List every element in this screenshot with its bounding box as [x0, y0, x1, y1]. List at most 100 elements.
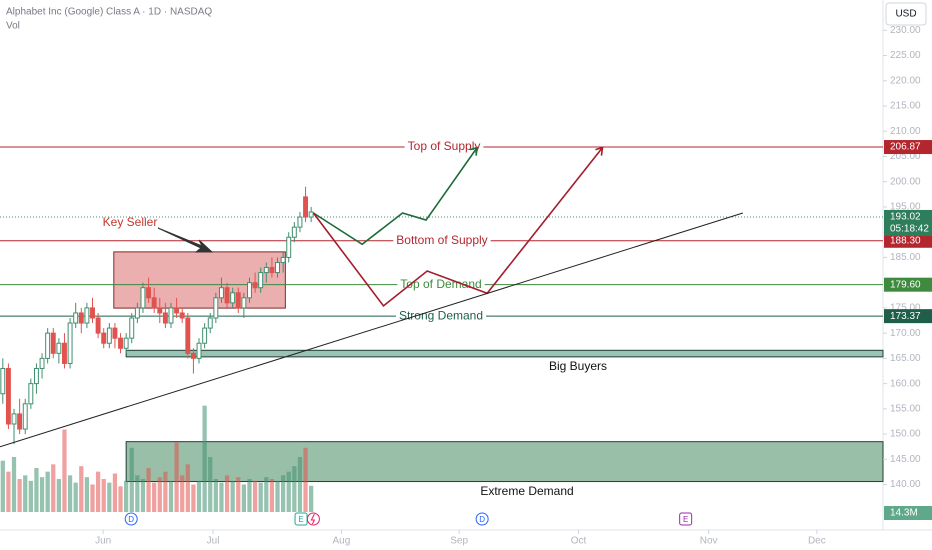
event-badge	[124, 512, 138, 526]
candle-body	[213, 297, 219, 319]
x-tick-label: Aug	[333, 536, 351, 547]
volume-bar	[146, 468, 151, 512]
candle-body	[235, 292, 241, 309]
candle-body	[263, 267, 269, 274]
candle-body	[134, 307, 140, 319]
volume-bar	[309, 485, 314, 512]
candle-body	[185, 317, 191, 354]
arrow	[157, 227, 214, 253]
volume-bar	[101, 479, 106, 512]
candle-body	[202, 327, 208, 344]
volume-bar	[292, 466, 297, 512]
price-tag-label: 193.02	[890, 212, 921, 223]
volume-bar	[51, 464, 56, 512]
volume-bar	[286, 471, 291, 512]
volume-bar	[11, 457, 17, 512]
level-label-bg	[397, 277, 485, 292]
candle-body	[297, 216, 303, 228]
volume-bar	[252, 480, 258, 512]
candle-body	[123, 337, 129, 349]
volume-bar	[95, 471, 101, 512]
y-tick-label: 200.00	[890, 176, 921, 187]
candle-body	[17, 413, 23, 430]
price-tag-label: 179.60	[890, 279, 921, 290]
candle-body	[0, 367, 6, 395]
level-label-bg	[395, 309, 487, 324]
event-label: E	[683, 515, 688, 524]
candle-body	[258, 272, 264, 289]
price-tag-label: 14.3M	[890, 508, 918, 519]
event-icon	[306, 512, 320, 526]
candle-body	[224, 287, 230, 304]
currency[interactable]: USD	[895, 9, 916, 20]
candle-body	[308, 211, 314, 218]
price-tag-label: 173.37	[890, 311, 921, 322]
volume-bar	[135, 475, 140, 512]
y-tick-label: 140.00	[890, 479, 921, 490]
candle-body	[11, 413, 17, 425]
event-label: D	[479, 515, 485, 524]
volume-bar	[45, 471, 50, 512]
zone	[125, 441, 884, 483]
plot: Top of Supply Bottom of Supply Top of Dema…	[0, 139, 884, 526]
candle-body	[286, 236, 292, 258]
y-tick-label: 225.00	[890, 50, 921, 61]
volume-bar	[6, 471, 11, 512]
zone-label: Extreme Demand	[480, 484, 573, 498]
y-tick-label: 170.00	[890, 328, 921, 339]
zone-label: Big Buyers	[549, 359, 607, 373]
y-tick-label: 175.00	[890, 303, 921, 314]
y-tick-label: 145.00	[890, 454, 921, 465]
volume-bar	[264, 477, 269, 512]
candle-body	[218, 287, 224, 299]
candle-body	[146, 287, 152, 299]
volume-bar	[219, 482, 224, 512]
candle-body	[230, 292, 236, 304]
event-label: E	[298, 515, 303, 524]
level-label: Strong Demand	[399, 308, 483, 322]
candle-body	[67, 322, 73, 364]
candle-body	[62, 342, 67, 364]
x-tick-label: Jun	[95, 536, 111, 547]
candle-body	[168, 307, 174, 324]
candle-body	[45, 332, 51, 359]
candle-body	[241, 297, 247, 309]
y-tick-label: 165.00	[890, 353, 921, 364]
volume-bar	[28, 480, 33, 512]
currency-button[interactable]	[885, 2, 927, 26]
event-badge	[475, 512, 489, 526]
zone-label: Key Seller	[103, 215, 158, 229]
volume-bar	[168, 480, 174, 512]
volume-bar	[224, 475, 230, 512]
volume-bar	[124, 480, 129, 512]
x-tick-label: Sep	[450, 536, 468, 547]
candle-body	[106, 327, 112, 344]
volume-bar	[107, 482, 112, 512]
level-label: Top of Supply	[408, 139, 481, 153]
candle-body	[252, 282, 258, 289]
arrow-head	[469, 146, 479, 156]
volume-bar	[180, 475, 185, 512]
candle-body	[73, 312, 79, 324]
volume-bar	[118, 486, 123, 512]
y-tick-label: 215.00	[890, 101, 921, 112]
countdown: 05:18:42	[890, 224, 929, 235]
price-tag	[884, 277, 932, 292]
candle-body	[179, 312, 185, 319]
level-label-bg	[393, 233, 491, 248]
candle-body	[190, 352, 196, 359]
candle-body	[101, 332, 107, 344]
event-icon	[310, 513, 316, 525]
candle-body	[118, 337, 123, 349]
volume-bar	[17, 479, 22, 512]
y-tick-label: 210.00	[890, 126, 921, 137]
candle-body	[56, 342, 62, 354]
y-tick-label: 230.00	[890, 25, 921, 36]
event-badge	[679, 512, 693, 526]
volume-bar	[269, 479, 275, 512]
price-tag	[884, 140, 932, 155]
candle-body	[140, 287, 146, 309]
projection-path	[312, 147, 604, 308]
y-tick-label: 160.00	[890, 378, 921, 389]
